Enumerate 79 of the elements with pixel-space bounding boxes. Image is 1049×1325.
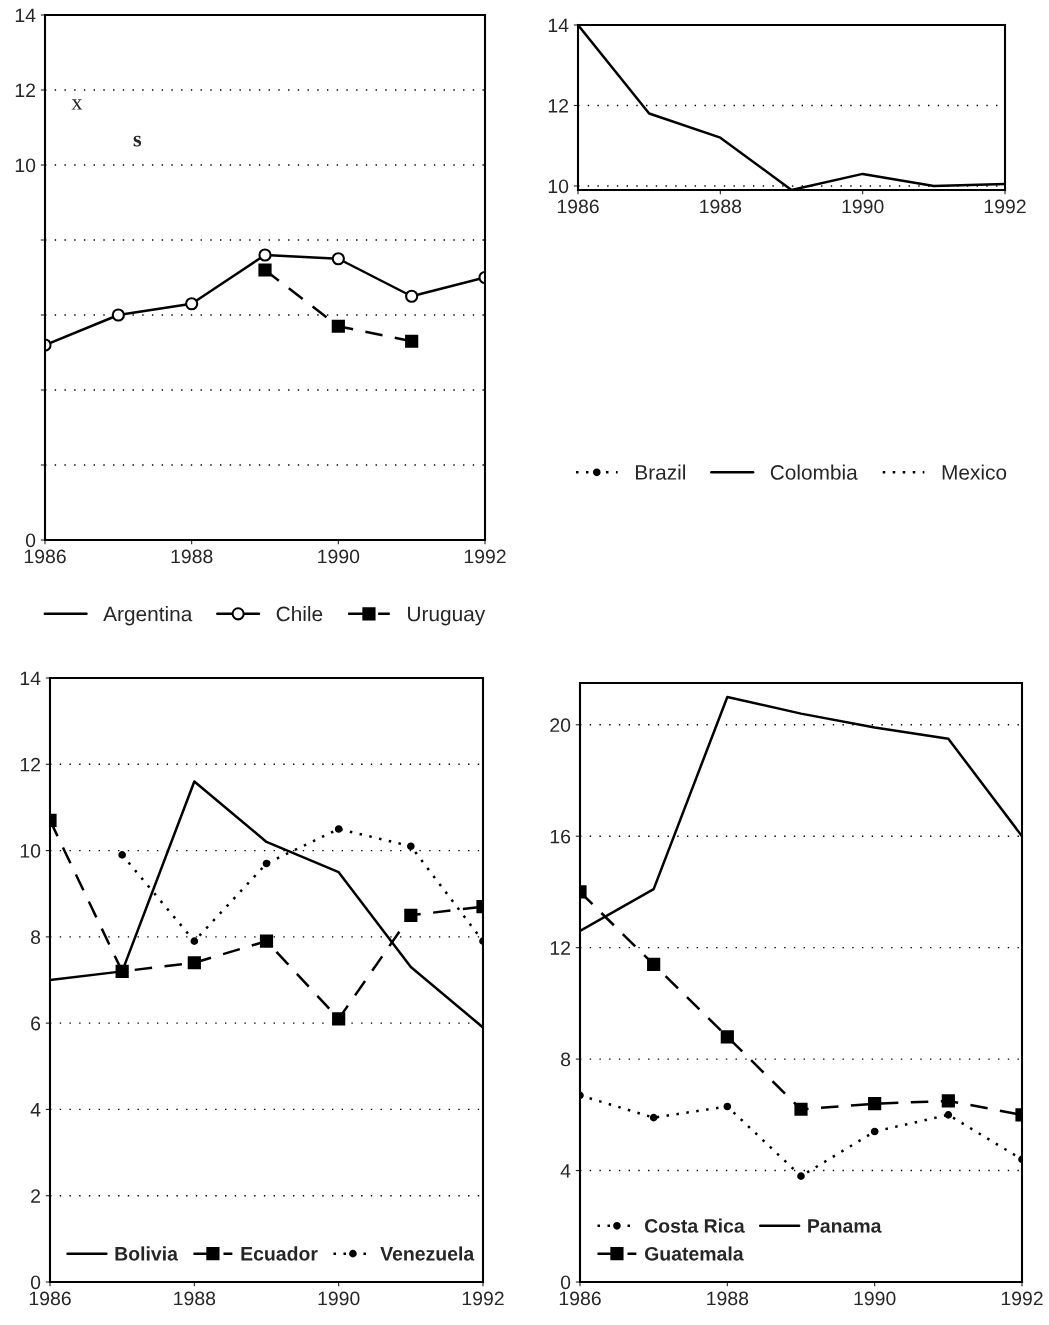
point <box>870 1127 879 1136</box>
y-tick-label: 8 <box>561 1052 571 1067</box>
point <box>794 1102 808 1116</box>
legend-label: Guatemala <box>644 1246 744 1261</box>
point <box>407 842 415 851</box>
y-tick-label: 0 <box>25 533 36 548</box>
y-tick-label: 14 <box>15 8 36 23</box>
point <box>259 934 274 948</box>
point <box>647 957 661 971</box>
point <box>720 1030 734 1044</box>
y-tick-label: 6 <box>31 1016 41 1031</box>
point <box>262 859 271 868</box>
point <box>944 1111 953 1119</box>
point <box>332 1012 346 1026</box>
legend-label: Panama <box>808 1219 882 1233</box>
x-tick-label: 1986 <box>29 1291 71 1306</box>
y-tick-label: 16 <box>550 829 571 844</box>
point <box>723 1102 732 1111</box>
point <box>115 964 129 978</box>
annotation: s <box>133 135 142 147</box>
y-tick-label: 12 <box>548 98 568 113</box>
legend-label: Costa Rica <box>644 1218 745 1233</box>
point <box>187 956 201 970</box>
x-tick-label: 1990 <box>318 1291 360 1306</box>
legend-label: Colombia <box>770 464 858 480</box>
point <box>258 248 272 262</box>
y-tick-label: 12 <box>15 83 35 98</box>
x-tick-label: 1992 <box>984 199 1026 214</box>
x-tick-label: 1990 <box>854 1291 896 1306</box>
point <box>941 1094 955 1108</box>
x-tick-label: 1988 <box>700 199 742 214</box>
point <box>111 308 125 322</box>
annotation: x <box>71 99 83 110</box>
y-tick-label: 10 <box>20 844 41 858</box>
point <box>868 1097 882 1111</box>
point <box>185 297 199 311</box>
x-tick-label: 1988 <box>174 1291 216 1306</box>
legend-label: Chile <box>276 606 323 622</box>
legend-label: Bolivia <box>115 1246 179 1261</box>
y-tick-label: 0 <box>30 1275 41 1290</box>
x-tick-label: 1988 <box>171 549 213 564</box>
x-tick-label: 1986 <box>24 549 66 564</box>
y-tick-label: 10 <box>15 158 36 173</box>
y-tick-label: 0 <box>560 1275 571 1290</box>
point <box>331 252 345 266</box>
point <box>797 1172 805 1180</box>
point <box>649 1113 658 1122</box>
point <box>334 825 343 833</box>
y-tick-label: 12 <box>550 941 570 955</box>
legend-label: Venezuela <box>380 1246 475 1261</box>
legend-label: Ecuador <box>241 1246 318 1261</box>
x-tick-label: 1986 <box>557 199 599 214</box>
y-tick-label: 14 <box>20 671 41 686</box>
x-tick-label: 1990 <box>318 549 360 564</box>
x-tick-label: 1992 <box>462 1291 504 1306</box>
y-tick-label: 4 <box>30 1103 41 1117</box>
legend-label: Brazil <box>636 464 685 480</box>
x-tick-label: 1990 <box>842 199 884 214</box>
x-tick-label: 1992 <box>464 549 506 564</box>
y-tick-label: 10 <box>548 179 569 194</box>
point <box>405 334 419 348</box>
y-tick-label: 4 <box>560 1164 571 1178</box>
legend-label: Mexico <box>942 464 1007 480</box>
y-tick-label: 8 <box>31 930 41 945</box>
point <box>331 319 345 333</box>
point <box>258 263 272 277</box>
y-tick-label: 2 <box>31 1189 40 1203</box>
point <box>190 937 199 945</box>
y-tick-label: 20 <box>550 718 571 733</box>
legend-label: Uruguay <box>408 606 486 626</box>
y-tick-label: 12 <box>20 757 40 772</box>
x-tick-label: 1986 <box>559 1291 601 1306</box>
legend-label: Argentina <box>103 606 193 626</box>
x-tick-label: 1992 <box>1001 1291 1043 1306</box>
x-tick-label: 1988 <box>707 1291 749 1306</box>
point <box>118 851 126 859</box>
point <box>405 289 419 303</box>
point <box>404 908 418 922</box>
y-tick-label: 14 <box>548 18 569 33</box>
